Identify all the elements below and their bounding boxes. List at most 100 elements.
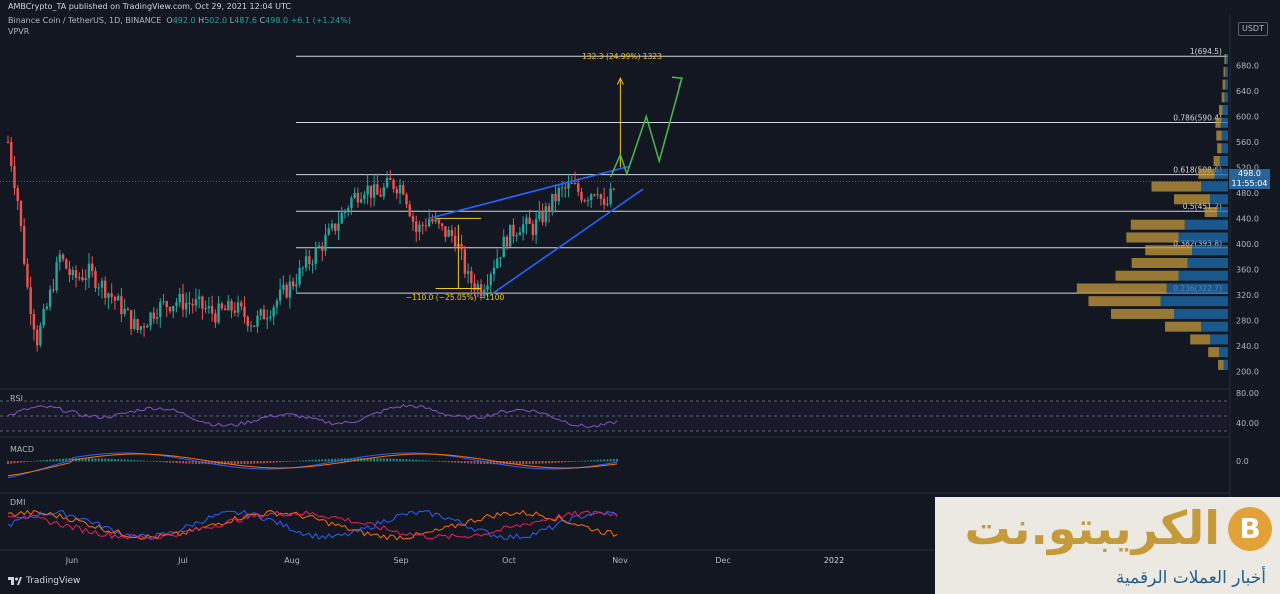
macd-histogram-bar [470,461,473,464]
macd-histogram-bar [586,460,589,462]
candle-body [350,197,353,209]
macd-histogram-bar [392,458,395,462]
macd-histogram-bar [376,458,379,462]
macd-histogram-bar [480,461,483,464]
macd-histogram-bar [538,461,541,464]
volume-profile-bar-up [1219,156,1228,167]
candle-body [476,284,479,290]
tradingview-brand[interactable]: TradingView [8,576,80,586]
candle-body [398,185,402,194]
macd-histogram-bar [97,458,100,462]
macd-histogram-bar [181,461,184,464]
candle-body [483,289,486,297]
macd-histogram-bar [159,461,162,463]
macd-histogram-bar [499,461,502,465]
macd-histogram-bar [39,460,42,462]
volume-profile-bar-down [1111,308,1174,319]
macd-histogram-bar [233,461,236,465]
fib-level-label: 0.618(508.6) [1173,166,1222,175]
tradingview-label: TradingView [26,576,81,586]
macd-histogram-bar [402,459,405,462]
candle-body [541,211,544,223]
candle-body [369,185,373,198]
candle-body [444,226,447,237]
candle-body [285,284,288,298]
volume-profile-bar-down [1151,181,1201,192]
channel-upper-line[interactable] [428,165,631,220]
volume-profile-bar-up [1210,334,1228,345]
macd-histogram-bar [253,461,256,464]
measure-up-arrowhead [616,77,624,85]
macd-histogram-bar [84,458,87,462]
candle-body [366,185,369,195]
candle-body [129,310,133,329]
candle-body [269,316,272,318]
macd-histogram-bar [262,461,265,464]
candle-body [266,317,269,320]
candle-body [201,296,204,309]
candle-body [236,302,240,313]
candle-body [424,225,428,227]
macd-histogram-bar [162,461,165,463]
macd-histogram-bar [36,460,39,462]
candle-body [197,296,201,299]
symbol-title[interactable]: Binance Coin / TetherUS, 1D, BINANCE [8,16,162,25]
macd-histogram-bar [577,461,580,462]
candle-body [162,301,165,303]
vpvr-label[interactable]: VPVR [8,27,30,36]
candle-body [172,305,175,312]
y-tick-label: 440.0 [1236,214,1259,223]
candle-body [84,278,87,281]
macd-histogram-bar [531,461,534,464]
projection-path[interactable] [609,78,683,178]
currency-button[interactable]: USDT [1238,22,1268,36]
macd-histogram-bar [178,461,181,464]
channel-lower-line[interactable] [490,188,644,296]
macd-histogram-bar [230,461,233,465]
candle-body [136,319,139,330]
y-tick-label: 680.0 [1236,61,1259,70]
volume-profile-bar-up [1222,105,1228,116]
macd-histogram-bar [496,461,499,465]
candle-body [583,200,586,202]
macd-histogram-bar [91,458,94,462]
macd-histogram-bar [65,458,68,462]
macd-histogram-bar [227,461,230,465]
volume-profile-bar-down [1190,334,1210,345]
candle-body [505,236,509,247]
candle-body [447,229,450,237]
candle-body [175,302,178,306]
volume-profile-bar-down [1198,168,1215,179]
candle-body [470,271,473,283]
candle-body [246,317,249,327]
macd-histogram-bar [463,461,466,464]
candle-body [311,263,314,265]
x-tick-label: Dec [715,556,730,565]
volume-profile-bar-up [1224,92,1228,103]
volume-profile-bar-down [1131,257,1188,268]
candle-body [363,194,366,200]
candle-body [45,306,49,309]
volume-profile-bar-down [1216,130,1222,141]
candle-body [402,185,405,195]
candle-body [567,183,570,189]
volume-profile-bar-up [1210,194,1228,205]
macd-histogram-bar [557,461,560,463]
rsi-line [7,404,618,429]
macd-histogram-bar [58,458,61,462]
y-tick-label: 480.0 [1236,189,1259,198]
y-tick-label: 280.0 [1236,316,1259,325]
candle-body [113,296,117,301]
open-value: 492.0 [172,16,196,25]
volume-profile-bar-up [1201,181,1228,192]
candle-body [521,224,525,233]
macd-histogram-bar [55,459,58,462]
macd-histogram-bar [544,461,547,464]
macd-histogram-bar [191,461,194,464]
macd-histogram-bar [483,461,486,464]
macd-histogram-bar [415,459,418,462]
candle-body [593,194,596,196]
macd-histogram-bar [431,460,434,462]
candle-body [220,303,224,309]
candle-body [81,277,84,281]
